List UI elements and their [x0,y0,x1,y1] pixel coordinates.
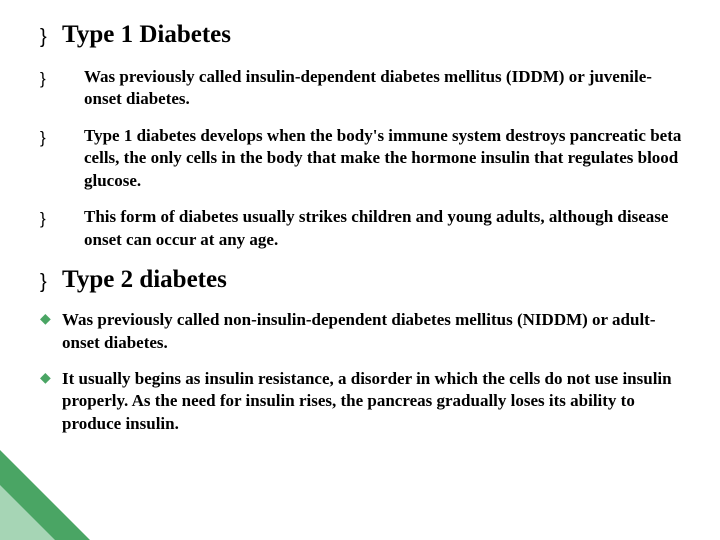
heading-1: Type 1 Diabetes [62,20,231,50]
brace-bullet-icon: } [40,206,62,229]
diamond-bullet-icon: ◆ [40,368,62,388]
bullet-row: } Was previously called insulin-dependen… [40,66,685,111]
slide-content: } Type 1 Diabetes } Was previously calle… [40,20,685,449]
bullet-text: Type 1 diabetes develops when the body's… [62,125,685,192]
bullet-row: } This form of diabetes usually strikes … [40,206,685,251]
brace-bullet-icon: } [40,265,62,294]
bullet-row: ◆ It usually begins as insulin resistanc… [40,368,685,435]
heading-row-2: } Type 2 diabetes [40,265,685,295]
bullet-text: Was previously called non-insulin-depend… [62,309,685,354]
bullet-text: Was previously called insulin-dependent … [62,66,685,111]
diamond-bullet-icon: ◆ [40,309,62,329]
brace-bullet-icon: } [40,20,62,49]
brace-bullet-icon: } [40,125,62,148]
bullet-text: This form of diabetes usually strikes ch… [62,206,685,251]
bullet-row: ◆ Was previously called non-insulin-depe… [40,309,685,354]
heading-2: Type 2 diabetes [62,265,227,295]
bullet-text: It usually begins as insulin resistance,… [62,368,685,435]
bullet-row: } Type 1 diabetes develops when the body… [40,125,685,192]
brace-bullet-icon: } [40,66,62,89]
heading-row-1: } Type 1 Diabetes [40,20,685,50]
